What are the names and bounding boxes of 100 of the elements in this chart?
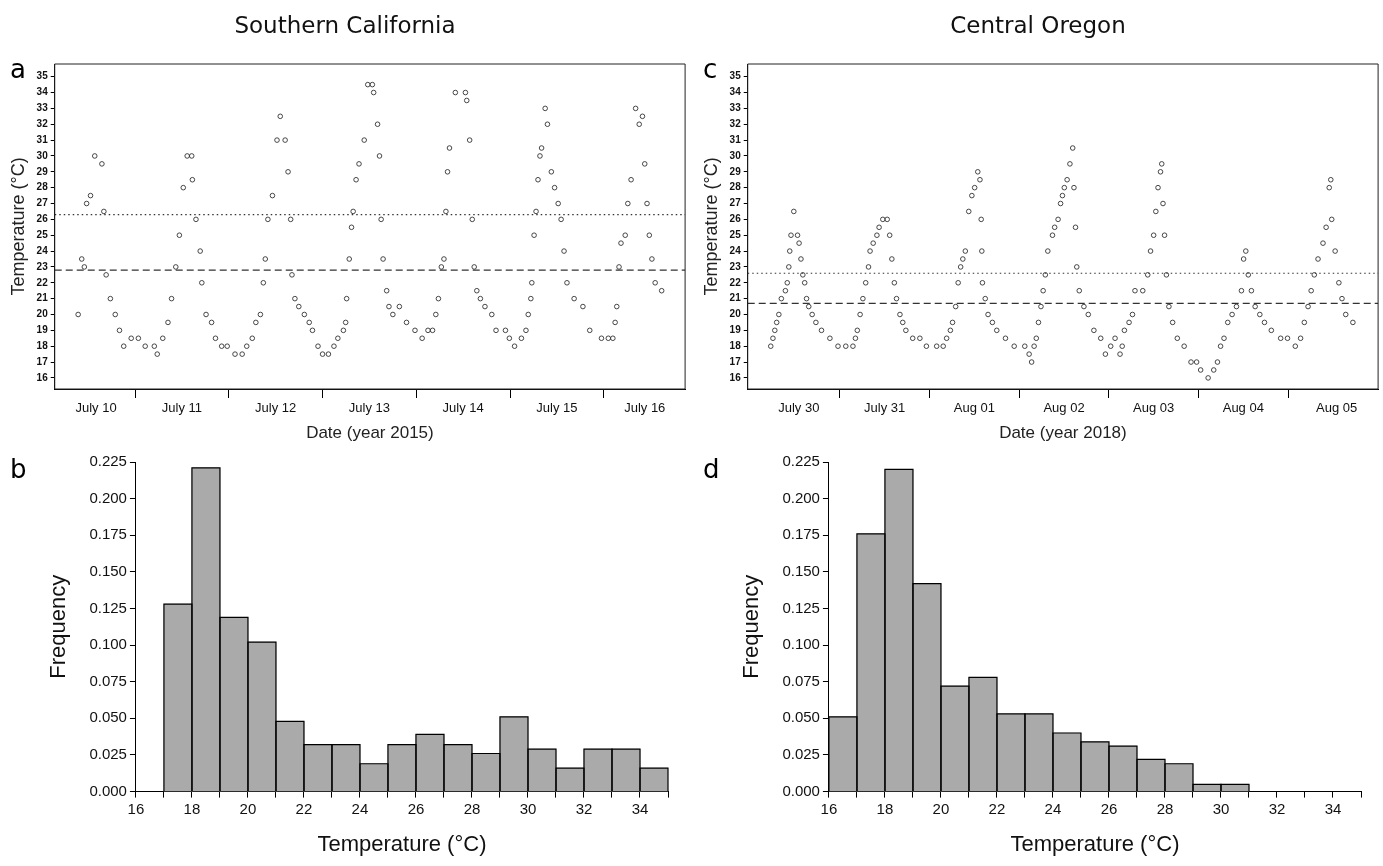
y-tick-label: 0.175 — [89, 525, 127, 543]
x-axis-title: Date (year 2018) — [999, 423, 1127, 443]
y-axis-title: Frequency — [738, 574, 764, 679]
x-tick-label: 32 — [575, 799, 593, 817]
x-tick-label: 20 — [239, 799, 257, 817]
y-tick-label: 0.025 — [782, 745, 820, 763]
x-tick-label: July 16 — [624, 400, 666, 416]
y-tick-label: 19 — [729, 324, 742, 336]
y-tick-label: 20 — [36, 308, 49, 320]
x-tick-label: 26 — [1100, 799, 1118, 817]
y-tick-label: 19 — [36, 324, 49, 336]
y-tick-label: 18 — [36, 339, 49, 351]
y-tick-label: 16 — [36, 371, 49, 383]
y-tick-label: 35 — [36, 70, 49, 82]
y-tick-label: 21 — [36, 292, 49, 304]
y-tick-label: 23 — [729, 260, 742, 272]
x-axis-title: Date (year 2015) — [306, 423, 434, 443]
y-tick-label: 18 — [729, 339, 742, 351]
x-tick-label: 32 — [1268, 799, 1286, 817]
y-tick-label: 0.000 — [782, 781, 820, 799]
x-tick-label: July 15 — [536, 400, 578, 416]
y-tick-label: 28 — [729, 181, 742, 193]
text: b — [10, 453, 27, 484]
x-tick-label: 26 — [407, 799, 425, 817]
y-tick-label: 0.150 — [89, 562, 127, 580]
x-tick-label: 20 — [932, 799, 950, 817]
y-tick-label: 22 — [36, 276, 49, 288]
x-tick-label: 28 — [463, 799, 481, 817]
y-tick-label: 25 — [36, 228, 49, 240]
y-tick-label: 34 — [36, 86, 49, 98]
x-tick-label: 34 — [631, 799, 649, 817]
x-tick-label: 18 — [876, 799, 894, 817]
x-tick-label: 28 — [1156, 799, 1174, 817]
y-axis-title: Temperature (°C) — [7, 157, 28, 296]
x-axis-title: Temperature (°C) — [1010, 830, 1180, 856]
y-tick-label: 33 — [36, 102, 49, 114]
y-tick-label: 0.200 — [89, 488, 127, 506]
y-tick-label: 34 — [729, 86, 742, 98]
x-tick-label: Aug 02 — [1043, 400, 1085, 416]
y-tick-label: 28 — [36, 181, 49, 193]
y-tick-label: 30 — [729, 149, 742, 161]
y-tick-label: 17 — [729, 355, 742, 367]
y-axis-title: Frequency — [45, 574, 71, 679]
y-tick-label: 31 — [729, 133, 742, 145]
x-tick-label: July 13 — [348, 400, 391, 416]
y-tick-label: 0.000 — [89, 781, 127, 799]
text: d — [703, 453, 720, 484]
y-tick-label: 0.050 — [89, 708, 127, 726]
x-tick-label: 24 — [1044, 799, 1062, 817]
y-tick-label: 0.150 — [782, 562, 820, 580]
y-tick-label: 0.200 — [782, 488, 820, 506]
y-tick-label: 32 — [729, 117, 742, 129]
y-tick-label: 35 — [729, 70, 742, 82]
x-tick-label: Aug 05 — [1316, 400, 1358, 416]
y-tick-label: 0.050 — [782, 708, 820, 726]
chart-title: Central Oregon — [949, 12, 1127, 38]
y-tick-label: 29 — [36, 165, 49, 177]
x-tick-label: 34 — [1324, 799, 1342, 817]
y-tick-label: 0.225 — [782, 452, 820, 470]
x-tick-label: 16 — [820, 799, 838, 817]
x-tick-label: Aug 01 — [953, 400, 995, 416]
y-tick-label: 31 — [36, 133, 49, 145]
x-tick-label: 24 — [351, 799, 369, 817]
y-tick-label: 0.100 — [89, 635, 127, 653]
x-tick-label: 30 — [1212, 799, 1230, 817]
y-tick-label: 0.075 — [782, 671, 820, 689]
y-tick-label: 24 — [36, 244, 49, 256]
y-tick-label: 26 — [729, 213, 742, 225]
y-tick-label: 21 — [729, 292, 742, 304]
y-tick-label: 27 — [36, 197, 49, 209]
x-tick-label: 30 — [519, 799, 537, 817]
y-tick-label: 30 — [36, 149, 49, 161]
y-tick-label: 32 — [36, 117, 49, 129]
x-tick-label: 22 — [988, 799, 1006, 817]
x-tick-label: Aug 04 — [1222, 400, 1264, 416]
x-tick-label: July 11 — [161, 400, 203, 416]
x-tick-label: 22 — [295, 799, 313, 817]
y-tick-label: 22 — [729, 276, 742, 288]
x-tick-label: July 31 — [864, 400, 906, 416]
y-tick-label: 16 — [729, 371, 742, 383]
y-axis-title: Temperature (°C) — [700, 157, 721, 296]
text: a — [10, 53, 26, 84]
y-tick-label: 17 — [36, 355, 49, 367]
x-tick-label: 18 — [183, 799, 201, 817]
y-tick-label: 0.025 — [89, 745, 127, 763]
y-tick-label: 20 — [729, 308, 742, 320]
y-tick-label: 33 — [729, 102, 742, 114]
x-tick-label: 16 — [127, 799, 145, 817]
chart-title: Southern California — [233, 12, 457, 38]
x-tick-label: Aug 03 — [1133, 400, 1175, 416]
y-tick-label: 0.075 — [89, 671, 127, 689]
x-tick-label: July 12 — [255, 400, 297, 416]
y-tick-label: 0.125 — [89, 598, 127, 616]
y-tick-label: 0.100 — [782, 635, 820, 653]
x-tick-label: July 10 — [75, 400, 117, 416]
x-axis-title: Temperature (°C) — [317, 830, 487, 856]
y-tick-label: 27 — [729, 197, 742, 209]
text: c — [703, 53, 718, 84]
y-tick-label: 29 — [729, 165, 742, 177]
y-tick-label: 0.175 — [782, 525, 820, 543]
